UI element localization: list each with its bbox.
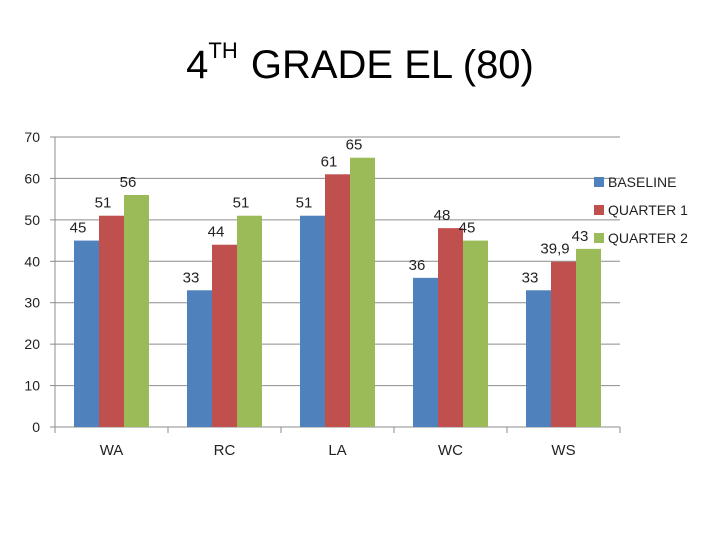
y-tick-label: 20 (24, 336, 40, 352)
bar-baseline-wa (74, 240, 99, 427)
bar-quarter-1-la (325, 174, 350, 427)
bar-quarter-1-wa (99, 215, 124, 427)
title-superscript: TH (208, 38, 238, 63)
data-label: 36 (409, 257, 426, 274)
data-label: 51 (296, 195, 313, 212)
data-label: 39,9 (540, 241, 569, 258)
legend-swatch (594, 205, 604, 215)
chart-title: 4TH GRADE EL (80) (0, 38, 720, 88)
category-label: RC (214, 442, 236, 459)
data-label: 65 (346, 137, 363, 154)
bar-quarter-2-rc (237, 215, 262, 427)
legend-swatch (594, 233, 604, 243)
data-label: 51 (233, 195, 250, 212)
category-label: WC (438, 442, 463, 459)
data-label: 51 (95, 195, 112, 212)
y-tick-label: 30 (24, 295, 40, 311)
data-label: 33 (183, 269, 200, 286)
bar-quarter-2-la (350, 157, 375, 427)
y-tick-label: 50 (24, 212, 40, 228)
legend-label: QUARTER 2 (608, 230, 688, 246)
title-rest: GRADE EL (80) (250, 43, 534, 87)
bars (74, 157, 601, 427)
category-labels: WA RC LA WC WS (100, 442, 576, 459)
data-label: 43 (572, 228, 589, 245)
data-label: 33 (522, 269, 539, 286)
bar-quarter-2-wa (124, 195, 149, 427)
bar-quarter-2-ws (576, 248, 601, 427)
title-prefix: 4 (186, 43, 209, 87)
bar-baseline-rc (187, 290, 212, 427)
data-label: 45 (70, 220, 87, 237)
data-label: 45 (459, 220, 476, 237)
y-tick-label: 70 (24, 129, 40, 145)
bar-quarter-1-ws (551, 261, 576, 427)
y-tick-label: 10 (24, 378, 40, 394)
y-tick-label: 60 (24, 170, 40, 186)
data-label: 56 (120, 174, 137, 191)
bar-quarter-2-wc (463, 240, 488, 427)
y-tick-label: 40 (24, 253, 40, 269)
legend: BASELINE QUARTER 1 QUARTER 2 (594, 174, 688, 246)
bar-quarter-1-rc (212, 244, 237, 427)
y-tick-labels: 0 10 20 30 40 50 60 70 (24, 129, 40, 435)
data-label: 44 (208, 224, 225, 241)
legend-swatch (594, 177, 604, 187)
legend-label: BASELINE (608, 174, 676, 190)
category-label: WS (551, 442, 575, 459)
category-label: LA (328, 442, 346, 459)
category-label: WA (100, 442, 124, 459)
bar-quarter-1-wc (438, 228, 463, 427)
legend-label: QUARTER 1 (608, 202, 688, 218)
bar-baseline-wc (413, 277, 438, 427)
y-tick-label: 0 (32, 419, 40, 435)
data-label: 61 (321, 153, 338, 170)
data-label: 48 (434, 207, 451, 224)
bar-baseline-ws (526, 290, 551, 427)
bar-baseline-la (300, 215, 325, 427)
